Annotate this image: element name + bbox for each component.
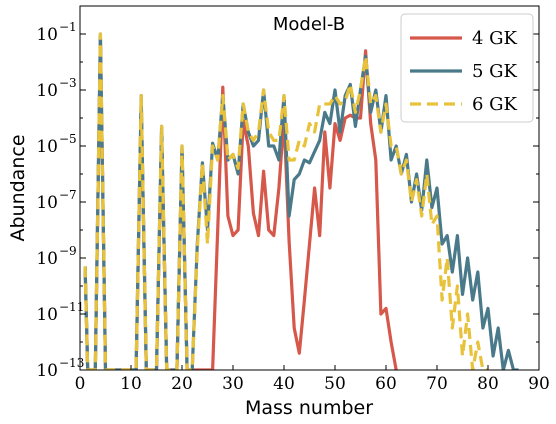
x-tick-label: 50 (324, 374, 346, 394)
y-tick-exponent: −5 (59, 132, 77, 146)
y-tick-exponent: −9 (59, 244, 77, 258)
x-tick-label: 80 (477, 374, 499, 394)
x-tick-label: 70 (426, 374, 448, 394)
y-tick-label: 10 (36, 25, 58, 45)
y-tick-label: 10 (36, 305, 58, 325)
x-tick-label: 90 (528, 374, 550, 394)
y-tick-label: 10 (36, 81, 58, 101)
y-tick-exponent: −3 (59, 76, 77, 90)
x-tick-label: 10 (120, 374, 142, 394)
y-axis-label: Abundance (7, 134, 29, 241)
legend-label-3: 6 GK (472, 94, 518, 115)
legend-label-1: 4 GK (472, 28, 518, 49)
chart-title: Model-B (273, 14, 345, 35)
x-axis: 0 10 20 30 40 50 60 70 80 90 (75, 365, 550, 394)
x-tick-label: 20 (171, 374, 193, 394)
y-tick-label: 10 (36, 249, 58, 269)
series-line-2 (83, 32, 519, 370)
series-line-3 (83, 32, 488, 370)
legend-items: 4 GK 5 GK 6 GK (410, 28, 518, 115)
y-tick-exponent: −7 (59, 188, 77, 202)
legend-box (400, 13, 534, 123)
x-tick-label: 30 (222, 374, 244, 394)
x-tick-label: 0 (75, 374, 86, 394)
plot-frame (79, 5, 540, 371)
legend-label-2: 5 GK (472, 61, 518, 82)
x-tick-label: 40 (273, 374, 295, 394)
y-tick-label: 10 (36, 193, 58, 213)
y-tick-exponent: −1 (59, 20, 77, 34)
y-tick-exponent: −11 (59, 300, 84, 314)
y-tick-label: 10 (36, 137, 58, 157)
x-tick-label: 60 (375, 374, 397, 394)
x-axis-label: Mass number (245, 397, 373, 419)
series-layer (83, 32, 519, 370)
legend: 4 GK 5 GK 6 GK (400, 13, 534, 123)
y-tick-label: 10 (36, 361, 58, 381)
y-tick-exponent: −13 (59, 356, 84, 370)
